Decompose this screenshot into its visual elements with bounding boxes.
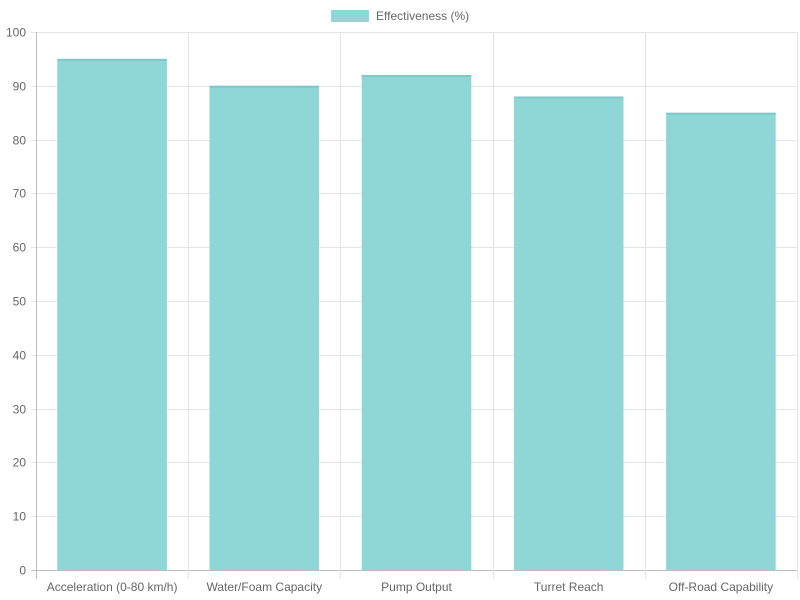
x-tick-label: Off-Road Capability bbox=[669, 580, 774, 594]
x-tick-label: Acceleration (0-80 km/h) bbox=[47, 580, 178, 594]
y-tick-label: 20 bbox=[13, 456, 27, 470]
y-tick-label: 100 bbox=[6, 26, 26, 40]
y-tick-label: 50 bbox=[13, 295, 27, 309]
legend-swatch bbox=[331, 10, 369, 22]
y-tick-label: 80 bbox=[13, 134, 27, 148]
x-tick-label: Pump Output bbox=[381, 580, 452, 594]
legend[interactable]: Effectiveness (%) bbox=[331, 9, 469, 23]
y-tick-label: 0 bbox=[19, 564, 26, 578]
bar[interactable] bbox=[666, 112, 776, 570]
x-axis-labels: Acceleration (0-80 km/h) Water/Foam Capac… bbox=[47, 580, 773, 594]
bar[interactable] bbox=[57, 58, 167, 571]
y-tick-label: 30 bbox=[13, 403, 27, 417]
bar[interactable] bbox=[513, 96, 624, 570]
bars bbox=[57, 58, 776, 571]
x-tick-label: Water/Foam Capacity bbox=[207, 580, 323, 594]
legend-label: Effectiveness (%) bbox=[376, 9, 469, 23]
bar[interactable] bbox=[209, 85, 320, 571]
y-tick-label: 60 bbox=[13, 241, 27, 255]
y-tick-label: 40 bbox=[13, 349, 27, 363]
y-tick-label: 90 bbox=[13, 80, 27, 94]
y-tick-label: 10 bbox=[13, 510, 27, 524]
x-tick-label: Turret Reach bbox=[534, 580, 604, 594]
bar[interactable] bbox=[361, 75, 472, 570]
y-axis-labels: 0 10 20 30 40 50 60 70 80 90 100 bbox=[6, 26, 26, 578]
y-tick-label: 70 bbox=[13, 187, 27, 201]
